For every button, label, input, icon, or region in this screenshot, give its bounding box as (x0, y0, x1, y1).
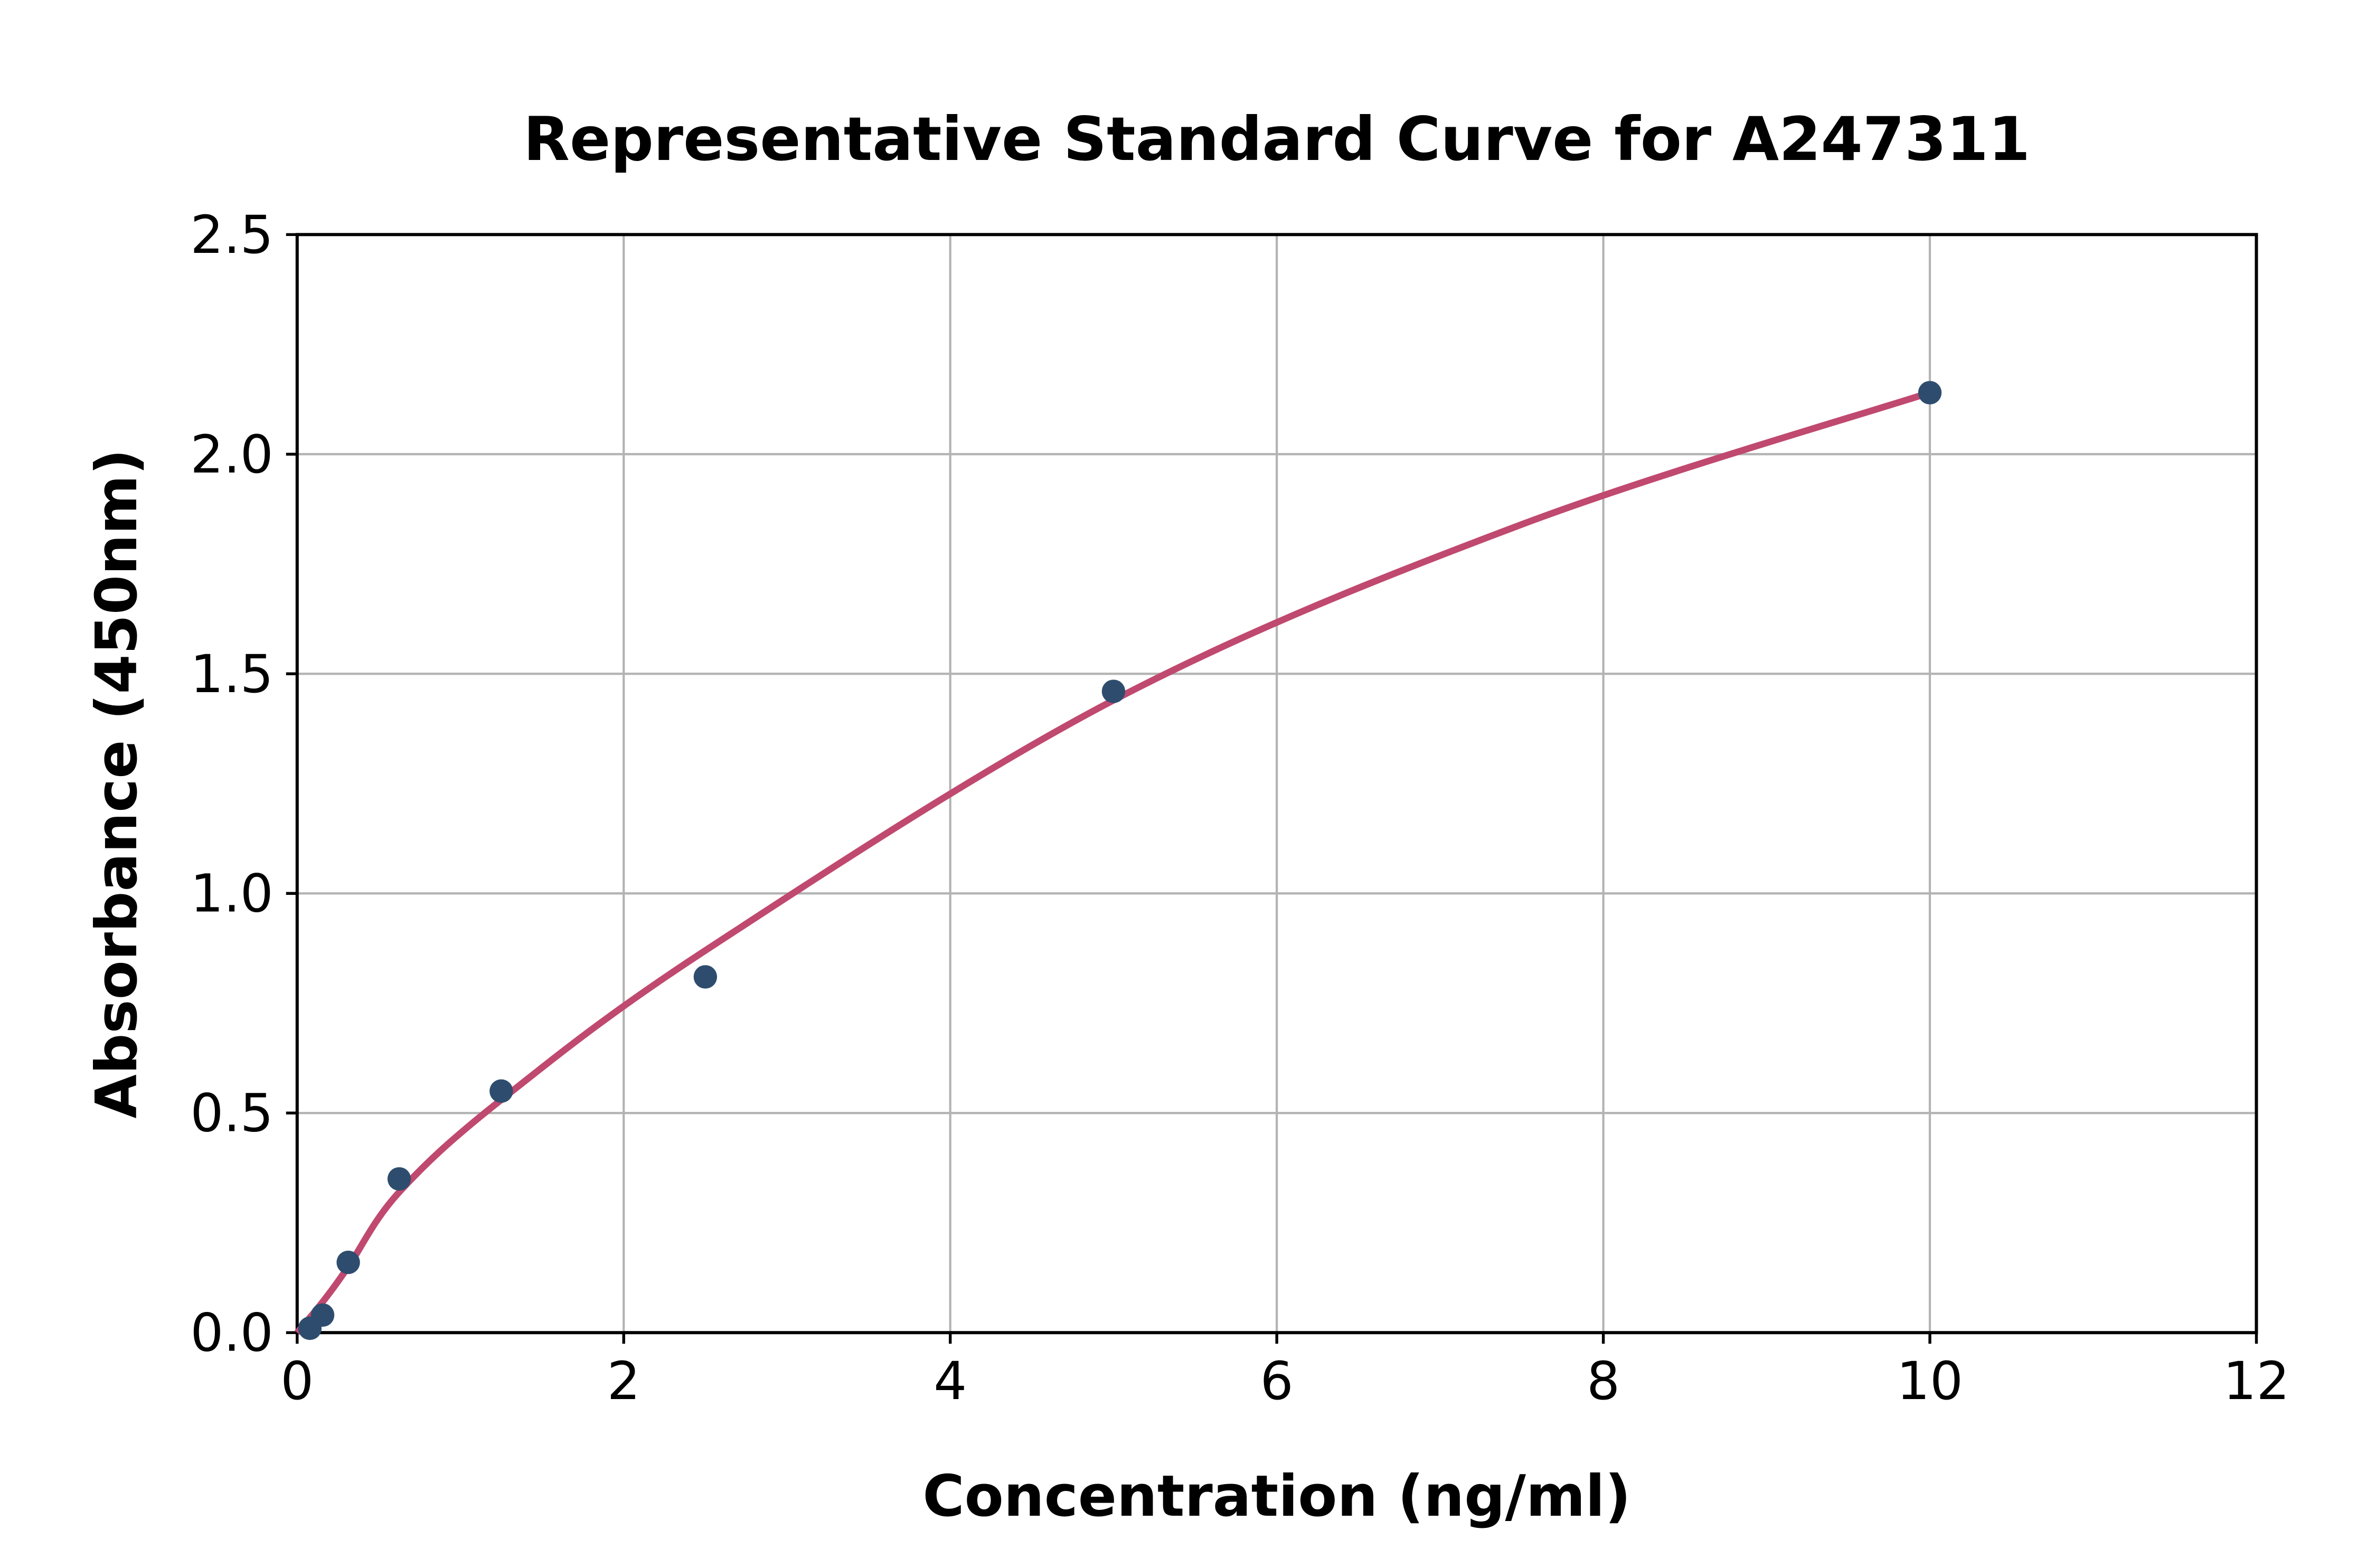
data-point (387, 1167, 411, 1191)
y-tick-label: 0.5 (190, 1083, 273, 1144)
data-point (336, 1250, 360, 1274)
data-point (693, 965, 718, 989)
gridlines (297, 234, 2257, 1333)
x-tick-label: 2 (607, 1351, 640, 1412)
plot-border (295, 233, 2258, 1335)
plot-border-rect (295, 233, 2258, 1335)
y-axis-label: Absorbance (450nm) (84, 449, 150, 1118)
y-tick-label: 2.5 (190, 205, 273, 266)
data-point (489, 1079, 513, 1103)
data-points (298, 381, 1942, 1340)
text-labels: Representative Standard Curve for A24731… (84, 104, 2030, 1529)
x-tick-label: 6 (1260, 1351, 1294, 1412)
x-tick-label: 4 (934, 1351, 967, 1412)
data-point (1101, 679, 1126, 703)
y-tick-label: 1.0 (190, 864, 273, 924)
data-point (1918, 381, 1942, 405)
y-tick-label: 2.0 (190, 424, 273, 485)
x-axis-label: Concentration (ng/ml) (922, 1463, 1631, 1529)
x-tick-label: 12 (2223, 1351, 2290, 1412)
x-tick-label: 10 (1897, 1351, 1963, 1412)
x-tick-label: 0 (280, 1351, 314, 1412)
chart-title: Representative Standard Curve for A24731… (523, 104, 2030, 174)
y-tick-label: 1.5 (190, 644, 273, 705)
x-tick-label: 8 (1587, 1351, 1620, 1412)
axis-ticks: 0 2 4 6 8 10 12 0.0 0.5 1.0 1.5 2.0 2.5 (190, 205, 2289, 1412)
data-point (310, 1303, 335, 1327)
fit-curve-line (294, 389, 1931, 1335)
y-tick-label: 0.0 (190, 1303, 273, 1364)
